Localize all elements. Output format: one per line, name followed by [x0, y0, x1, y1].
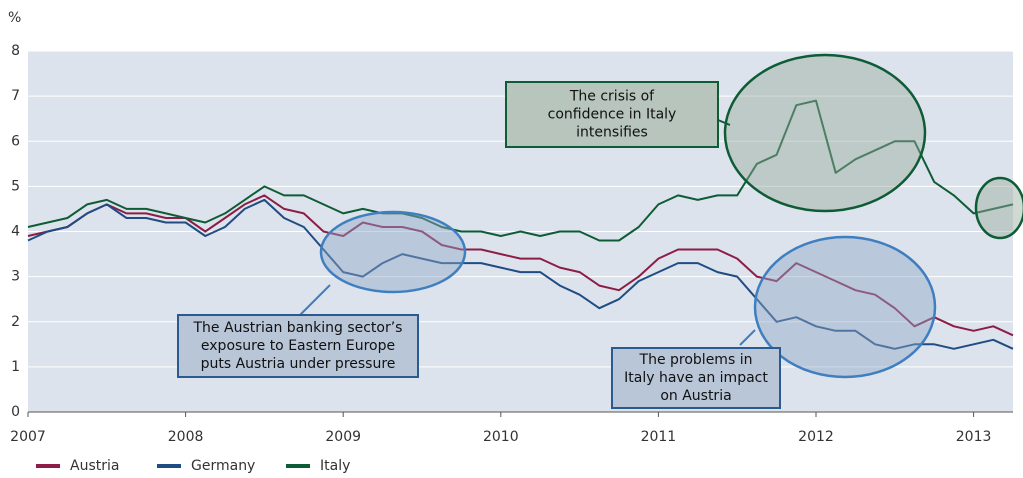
x-tick-label: 2012	[798, 429, 834, 445]
connector	[739, 329, 756, 346]
legend-label: Austria	[70, 458, 119, 474]
connector	[717, 119, 731, 126]
highlight-ellipse	[723, 53, 927, 213]
annotation-text: The problems in	[639, 352, 753, 368]
connector	[299, 284, 331, 316]
x-tick-label: 2009	[325, 429, 361, 445]
annotation-text: Italy have an impact	[624, 370, 768, 386]
annotation-text: puts Austria under pressure	[201, 356, 396, 372]
y-tick-label: 6	[11, 133, 20, 149]
highlight-ellipse	[974, 176, 1023, 240]
y-tick-label: 0	[11, 404, 20, 420]
x-tick-label: 2013	[956, 429, 992, 445]
annotation-text: The crisis of	[569, 89, 655, 105]
x-tick-label: 2008	[168, 429, 204, 445]
x-tick-label: 2007	[10, 429, 46, 445]
legend-label: Germany	[191, 458, 255, 474]
y-tick-label: 2	[11, 314, 20, 330]
line-series	[27, 99, 1014, 242]
y-tick-label: 1	[11, 359, 20, 375]
annotation-text: exposure to Eastern Europe	[201, 338, 395, 354]
annotation-box	[177, 314, 419, 378]
annotation-text: intensifies	[576, 125, 648, 141]
y-axis-label: %	[8, 10, 21, 26]
annotation-text: on Austria	[660, 388, 731, 404]
annotation-box	[505, 81, 719, 148]
y-tick-label: 8	[11, 43, 20, 59]
highlight-ellipse	[753, 235, 937, 379]
annotation-box	[611, 347, 781, 409]
highlight-ellipse	[319, 210, 467, 294]
y-tick-label: 4	[11, 224, 20, 240]
y-tick-label: 3	[11, 269, 20, 285]
y-tick-label: 5	[11, 178, 20, 194]
line-series	[27, 198, 1014, 350]
x-tick-label: 2011	[641, 429, 677, 445]
line-series	[27, 194, 1014, 337]
legend-label: Italy	[320, 458, 350, 474]
x-tick-label: 2010	[483, 429, 519, 445]
annotation-text: confidence in Italy	[548, 107, 677, 123]
annotation-text: The Austrian banking sector’s	[193, 320, 403, 336]
y-tick-label: 7	[11, 88, 20, 104]
